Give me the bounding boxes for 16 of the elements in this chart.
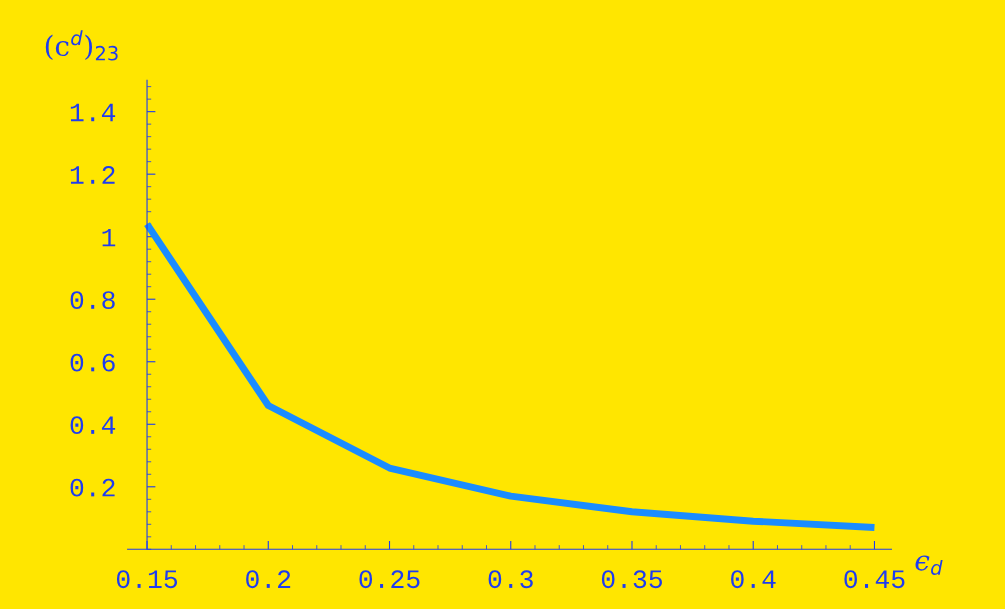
x-tick-label: 0.45 (844, 570, 905, 589)
x-tick-label: 0.3 (488, 570, 533, 589)
y-tick-label: 0.2 (70, 478, 115, 497)
x-tick-label: 0.15 (116, 570, 178, 589)
y-tick-label: 1.2 (70, 166, 115, 184)
x-tick-label: 0.25 (359, 570, 420, 589)
x-tick-label: 0.35 (601, 570, 662, 589)
y-tick-label: 1.4 (70, 103, 116, 122)
x-axis-title: ϵ$_{d}$ (915, 555, 943, 576)
y-tick-label: 1 (102, 228, 116, 247)
y-tick-label: 0.6 (70, 353, 115, 372)
x-tick-label: 0.4 (731, 570, 776, 589)
y-tick-label: 0.4 (70, 416, 116, 435)
x-tick-label: 0.2 (246, 570, 291, 589)
y-axis-title: (c$^{d}$)$_{23}$ (45, 30, 118, 61)
y-tick-label: 0.8 (70, 291, 115, 310)
